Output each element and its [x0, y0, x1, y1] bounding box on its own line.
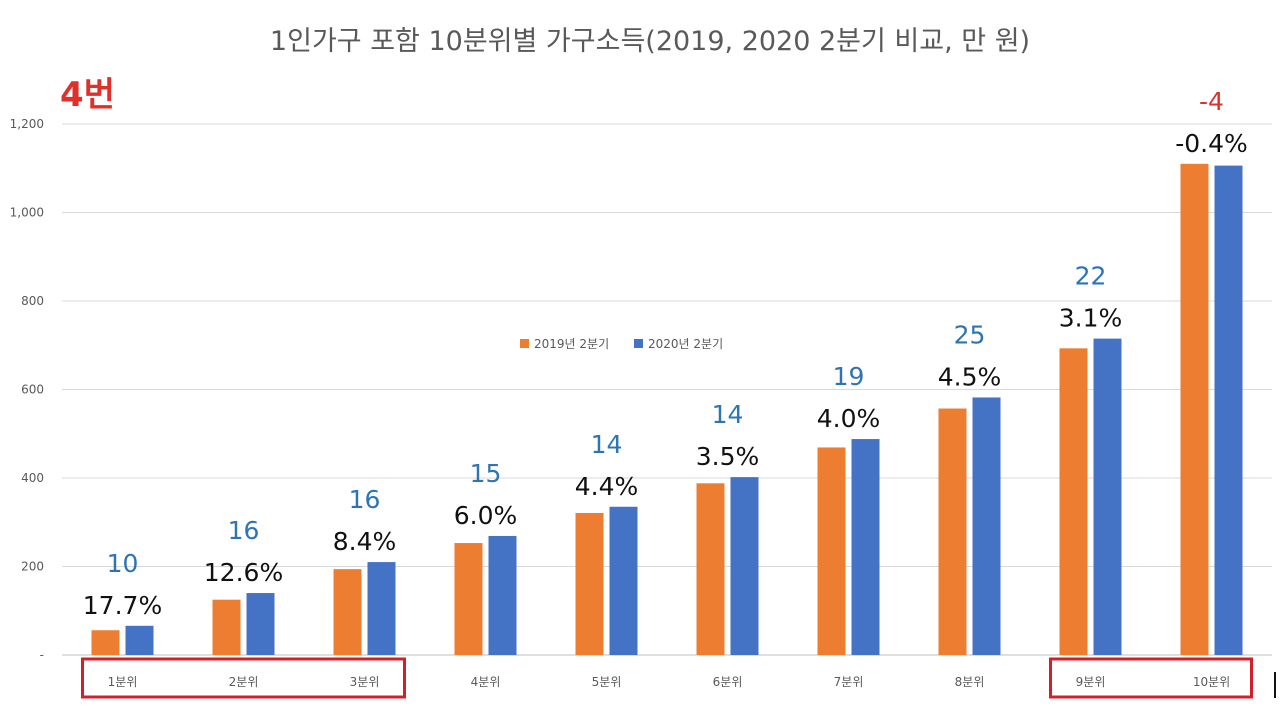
- change-amount-label: 15: [470, 459, 502, 488]
- x-tick-label: 7분위: [834, 675, 864, 689]
- x-axis: 1분위 2분위 3분위 4분위 5분위 6분위 7분위 8분위 9분위 10분위: [108, 675, 1231, 689]
- change-percent-label: 4.0%: [817, 404, 881, 433]
- change-amount-label: 22: [1075, 262, 1107, 291]
- bar-2019: [212, 599, 241, 655]
- bar-2020: [609, 506, 638, 655]
- highlight-boxes: [81, 657, 1253, 699]
- x-tick-label: 1분위: [108, 675, 138, 689]
- y-tick-label: 800: [21, 294, 44, 308]
- bar-2020: [730, 477, 759, 655]
- bar-2020: [851, 439, 880, 655]
- bar-series: [91, 163, 1243, 655]
- legend-label: 2020년 2분기: [648, 337, 723, 351]
- x-tick-label: 6분위: [713, 675, 743, 689]
- x-tick-label: 10분위: [1193, 675, 1230, 689]
- change-amount-label: 14: [591, 430, 623, 459]
- data-labels: 17.7% 10 12.6% 16 8.4% 16 6.0% 15 4.4% 14 3.5% 14 4.…: [83, 87, 1248, 620]
- bar-2020: [1214, 165, 1243, 655]
- bar-2019: [454, 543, 483, 655]
- change-percent-label: -0.4%: [1175, 129, 1248, 158]
- bar-2020: [125, 625, 154, 655]
- change-percent-label: 4.5%: [938, 362, 1002, 391]
- highlight-box: [1049, 657, 1253, 699]
- change-amount-label: 25: [954, 320, 986, 349]
- bar-2019: [575, 512, 604, 655]
- y-axis: - 200 400 600 800 1,000 1,200: [10, 117, 44, 662]
- x-tick-label: 4분위: [471, 675, 501, 689]
- change-amount-label: 16: [228, 516, 260, 545]
- y-tick-label: 400: [21, 471, 44, 485]
- change-percent-label: 4.4%: [575, 472, 639, 501]
- bar-2019: [938, 408, 967, 655]
- x-tick-label: 2분위: [229, 675, 259, 689]
- legend-swatch: [520, 339, 529, 348]
- change-amount-label: 14: [712, 400, 744, 429]
- change-amount-label: -4: [1199, 87, 1224, 116]
- chart-title: 1인가구 포함 10분위별 가구소득(2019, 2020 2분기 비교, 만 …: [270, 26, 1030, 57]
- y-tick-label: -: [40, 648, 44, 662]
- y-tick-label: 1,200: [10, 117, 44, 131]
- bar-2019: [91, 630, 120, 655]
- change-amount-label: 10: [107, 549, 139, 578]
- bar-2019: [1059, 348, 1088, 655]
- change-percent-label: 12.6%: [204, 558, 283, 587]
- bar-2020: [1093, 338, 1122, 655]
- bar-2019: [817, 447, 846, 655]
- bar-2019: [333, 569, 362, 655]
- y-tick-label: 1,000: [10, 206, 44, 220]
- x-tick-label: 3분위: [350, 675, 380, 689]
- change-percent-label: 3.1%: [1059, 304, 1123, 333]
- x-tick-label: 5분위: [592, 675, 622, 689]
- gridlines: [62, 123, 1272, 656]
- y-tick-label: 600: [21, 383, 44, 397]
- bar-2020: [972, 397, 1001, 655]
- bar-2019: [696, 483, 725, 655]
- change-percent-label: 3.5%: [696, 442, 760, 471]
- question-number-badge: 4번: [60, 75, 115, 115]
- change-amount-label: 19: [833, 362, 865, 391]
- bar-2019: [1180, 163, 1209, 655]
- y-tick-label: 200: [21, 560, 44, 574]
- bar-2020: [367, 562, 396, 655]
- legend: 2019년 2분기 2020년 2분기: [520, 337, 723, 351]
- bar-2020: [488, 535, 517, 655]
- change-percent-label: 6.0%: [454, 501, 518, 530]
- x-tick-label: 9분위: [1076, 675, 1106, 689]
- change-percent-label: 8.4%: [333, 527, 397, 556]
- bar-2020: [246, 593, 275, 655]
- x-tick-label: 8분위: [955, 675, 985, 689]
- highlight-box: [81, 657, 406, 699]
- legend-swatch: [634, 339, 643, 348]
- change-amount-label: 16: [349, 485, 381, 514]
- change-percent-label: 17.7%: [83, 591, 162, 620]
- legend-label: 2019년 2분기: [534, 337, 609, 351]
- cursor-mark: [1274, 672, 1276, 698]
